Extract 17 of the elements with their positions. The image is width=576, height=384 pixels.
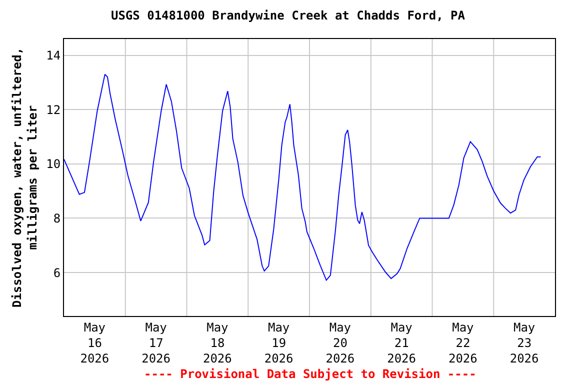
line-series [64,74,542,281]
y-tick-label: 10 [46,157,61,172]
chart-title: USGS 01481000 Brandywine Creek at Chadds Ford, PA [110,8,466,23]
x-tick-label: May 23 2026 [510,320,539,366]
x-tick-label: May 17 2026 [142,320,171,366]
y-tick-label: 12 [46,102,61,117]
x-tick-label: May 16 2026 [80,320,110,366]
y-axis-title: Dissolved oxygen, water, unfiltered, milligrams per liter [10,47,40,308]
x-tick-label: May 19 2026 [264,320,294,366]
text: ---- Provisional Data Subject to Revision ---- [144,367,476,381]
x-tick-label: May 21 2026 [387,320,416,366]
x-tick-label: May 18 2026 [202,320,232,366]
x-tick-label: May 20 2026 [326,320,355,366]
y-tick-label: 14 [46,48,61,62]
y-tick-label: 8 [53,211,61,226]
y-tick-label: 6 [53,266,61,280]
x-tick-label: May 22 2026 [448,320,478,366]
